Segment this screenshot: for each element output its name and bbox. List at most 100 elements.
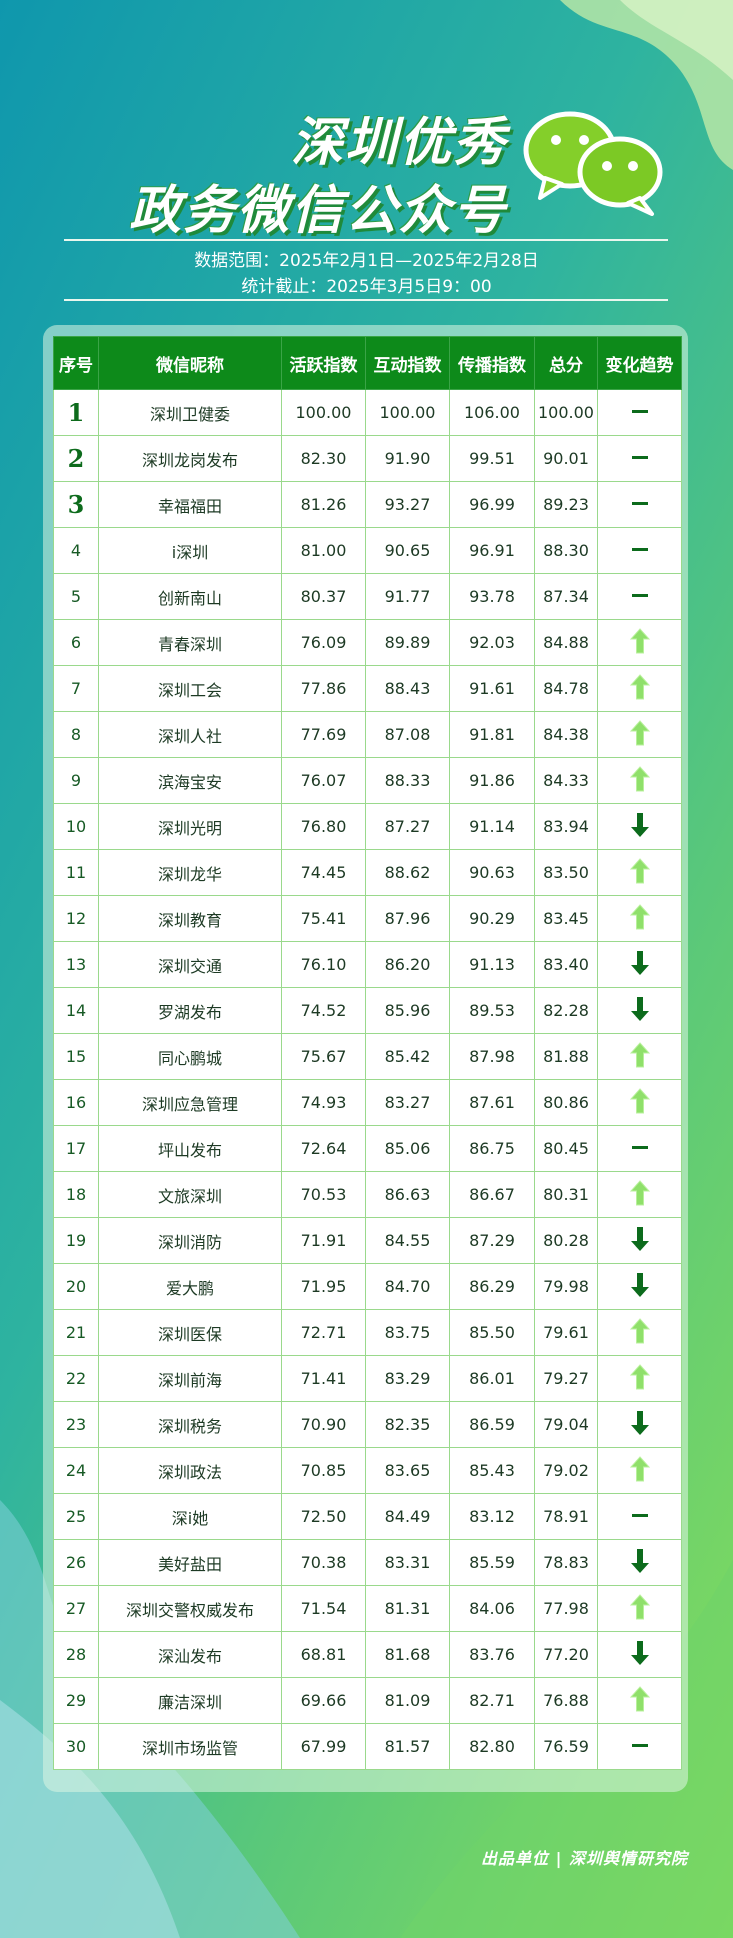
score-cell: 100.00 — [365, 389, 450, 436]
score-cell: 79.27 — [534, 1355, 598, 1402]
score-cell: 93.27 — [365, 481, 450, 528]
name-cell: 深圳市场监管 — [98, 1723, 282, 1770]
rank-cell: 10 — [53, 803, 99, 850]
score-cell: 90.65 — [365, 527, 450, 574]
score-cell: 91.14 — [449, 803, 535, 850]
score-cell: 88.30 — [534, 527, 598, 574]
name-cell: 创新南山 — [98, 573, 282, 620]
name-cell: 深圳交通 — [98, 941, 282, 988]
score-cell: 100.00 — [534, 389, 598, 436]
score-cell: 88.43 — [365, 665, 450, 712]
score-cell: 86.01 — [449, 1355, 535, 1402]
trend-up — [629, 1087, 650, 1113]
score-cell: 78.91 — [534, 1493, 598, 1540]
score-cell: 87.29 — [449, 1217, 535, 1264]
score-cell: 106.00 — [449, 389, 535, 436]
score-cell: 78.83 — [534, 1539, 598, 1586]
trend-cell — [597, 1125, 682, 1172]
trend-down — [630, 950, 649, 975]
name-cell: 深圳龙岗发布 — [98, 435, 282, 482]
rank-cell: 1 — [53, 389, 99, 436]
trend-cell — [597, 1493, 682, 1540]
table-row: 3 幸福福田 81.26 93.27 96.99 89.23 — [53, 481, 682, 528]
table-row: 11 深圳龙华 74.45 88.62 90.63 83.50 — [53, 849, 682, 896]
name-cell: 深圳医保 — [98, 1309, 282, 1356]
table-row: 30 深圳市场监管 67.99 81.57 82.80 76.59 — [53, 1723, 682, 1770]
trend-cell — [597, 895, 682, 942]
score-cell: 87.61 — [449, 1079, 535, 1126]
score-cell: 84.78 — [534, 665, 598, 712]
rank-cell: 9 — [53, 757, 99, 804]
score-cell: 100.00 — [281, 389, 366, 436]
name-cell: 深圳卫健委 — [98, 389, 282, 436]
score-cell: 80.86 — [534, 1079, 598, 1126]
score-cell: 87.98 — [449, 1033, 535, 1080]
trend-up — [629, 1041, 650, 1067]
score-cell: 90.01 — [534, 435, 598, 482]
column-header: 传播指数 — [449, 336, 535, 390]
score-cell: 90.29 — [449, 895, 535, 942]
trend-flat — [631, 455, 648, 459]
trend-cell — [597, 619, 682, 666]
footer: 出品单位 | 深圳舆情研究院 — [481, 1849, 688, 1868]
trend-cell — [597, 1033, 682, 1080]
table-row: 12 深圳教育 75.41 87.96 90.29 83.45 — [53, 895, 682, 942]
score-cell: 74.52 — [281, 987, 366, 1034]
score-cell: 91.86 — [449, 757, 535, 804]
name-cell: 文旅深圳 — [98, 1171, 282, 1218]
table-row: 22 深圳前海 71.41 83.29 86.01 79.27 — [53, 1355, 682, 1402]
score-cell: 80.28 — [534, 1217, 598, 1264]
score-cell: 82.80 — [449, 1723, 535, 1770]
score-cell: 81.57 — [365, 1723, 450, 1770]
score-cell: 71.91 — [281, 1217, 366, 1264]
trend-cell — [597, 1171, 682, 1218]
score-cell: 69.66 — [281, 1677, 366, 1724]
title-line: 政务微信公众号 — [128, 181, 507, 241]
score-cell: 76.80 — [281, 803, 366, 850]
rank-cell: 27 — [53, 1585, 99, 1632]
score-cell: 81.88 — [534, 1033, 598, 1080]
name-cell: 深圳应急管理 — [98, 1079, 282, 1126]
subtitle: 统计截止：2025年3月5日9：00 — [241, 277, 492, 297]
trend-flat — [631, 593, 648, 597]
name-cell: 坪山发布 — [98, 1125, 282, 1172]
score-cell: 76.09 — [281, 619, 366, 666]
score-cell: 71.95 — [281, 1263, 366, 1310]
name-cell: 幸福福田 — [98, 481, 282, 528]
trend-cell — [597, 1355, 682, 1402]
table-row: 7 深圳工会 77.86 88.43 91.61 84.78 — [53, 665, 682, 712]
score-cell: 91.90 — [365, 435, 450, 482]
name-cell: 深圳交警权威发布 — [98, 1585, 282, 1632]
score-cell: 80.31 — [534, 1171, 598, 1218]
score-cell: 85.43 — [449, 1447, 535, 1494]
trend-up — [629, 765, 650, 791]
score-cell: 89.23 — [534, 481, 598, 528]
table-row: 4 i深圳 81.00 90.65 96.91 88.30 — [53, 527, 682, 574]
trend-up — [629, 1317, 650, 1343]
trend-cell — [597, 711, 682, 758]
trend-flat — [631, 501, 648, 505]
trend-cell — [597, 1079, 682, 1126]
trend-down — [630, 1226, 649, 1251]
name-cell: 爱大鹏 — [98, 1263, 282, 1310]
score-cell: 71.54 — [281, 1585, 366, 1632]
score-cell: 86.63 — [365, 1171, 450, 1218]
table-row: 21 深圳医保 72.71 83.75 85.50 79.61 — [53, 1309, 682, 1356]
score-cell: 76.10 — [281, 941, 366, 988]
trend-up — [629, 1363, 650, 1389]
score-cell: 71.41 — [281, 1355, 366, 1402]
score-cell: 84.06 — [449, 1585, 535, 1632]
score-cell: 70.85 — [281, 1447, 366, 1494]
trend-cell — [597, 803, 682, 850]
score-cell: 86.59 — [449, 1401, 535, 1448]
trend-down — [630, 1410, 649, 1435]
table-row: 15 同心鹏城 75.67 85.42 87.98 81.88 — [53, 1033, 682, 1080]
trend-up — [629, 857, 650, 883]
table-row: 16 深圳应急管理 74.93 83.27 87.61 80.86 — [53, 1079, 682, 1126]
score-cell: 82.35 — [365, 1401, 450, 1448]
table-row: 19 深圳消防 71.91 84.55 87.29 80.28 — [53, 1217, 682, 1264]
name-cell: 深圳龙华 — [98, 849, 282, 896]
table-row: 27 深圳交警权威发布 71.54 81.31 84.06 77.98 — [53, 1585, 682, 1632]
score-cell: 84.88 — [534, 619, 598, 666]
